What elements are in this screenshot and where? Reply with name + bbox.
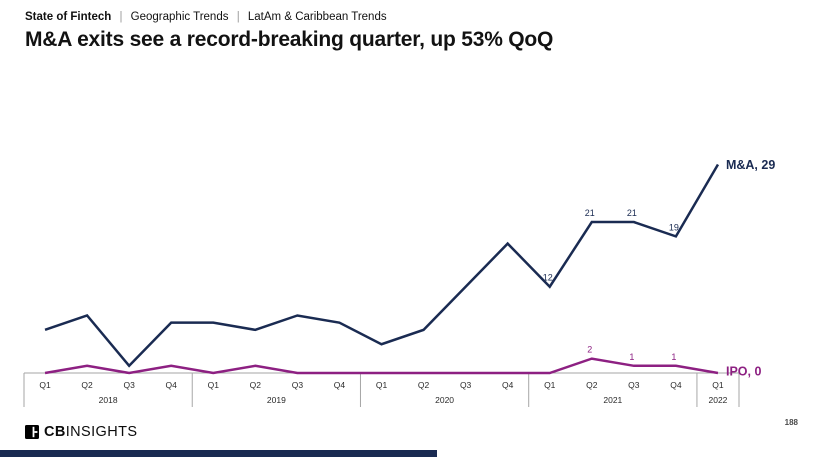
breadcrumb-section: Geographic Trends bbox=[130, 11, 229, 23]
data-point-label: 1 bbox=[671, 352, 676, 362]
quarter-tick-label: Q4 bbox=[166, 380, 178, 390]
quarter-tick-label: Q1 bbox=[39, 380, 51, 390]
breadcrumb-separator: | bbox=[236, 11, 240, 23]
data-point-label: 2 bbox=[587, 345, 592, 355]
quarter-tick-label: Q1 bbox=[208, 380, 220, 390]
cbinsights-logo: CBINSIGHTS bbox=[25, 424, 137, 440]
page-number: 188 bbox=[784, 418, 798, 427]
year-label: 2022 bbox=[709, 395, 728, 405]
ipo-line bbox=[44, 357, 719, 375]
data-point-label: 21 bbox=[585, 208, 595, 218]
quarter-tick-label: Q3 bbox=[460, 380, 472, 390]
quarter-tick-label: Q4 bbox=[502, 380, 514, 390]
year-label: 2021 bbox=[603, 395, 622, 405]
quarter-tick-label: Q3 bbox=[292, 380, 304, 390]
quarter-tick-label: Q2 bbox=[81, 380, 93, 390]
quarter-tick-label: Q4 bbox=[334, 380, 346, 390]
quarter-tick-label: Q1 bbox=[376, 380, 388, 390]
breadcrumb-subsection: LatAm & Caribbean Trends bbox=[247, 11, 387, 23]
breadcrumb-report-name: State of Fintech bbox=[25, 11, 112, 23]
quarter-tick-label: Q2 bbox=[250, 380, 262, 390]
ma-line bbox=[44, 163, 720, 368]
quarter-tick-label: Q4 bbox=[670, 380, 682, 390]
quarter-tick-label: Q2 bbox=[586, 380, 598, 390]
data-point-label: 19 bbox=[669, 222, 679, 232]
cbinsights-logo-text: CBINSIGHTS bbox=[44, 424, 137, 440]
data-point-label: 12 bbox=[543, 273, 553, 283]
quarter-tick-label: Q1 bbox=[712, 380, 724, 390]
year-label: 2018 bbox=[99, 395, 118, 405]
data-point-label: 21 bbox=[627, 208, 637, 218]
series-end-label: M&A, 29 bbox=[726, 158, 775, 172]
cbinsights-logo-icon bbox=[25, 425, 39, 439]
footer-accent-bar bbox=[0, 450, 437, 457]
year-label: 2020 bbox=[435, 395, 454, 405]
logo-text-insights: INSIGHTS bbox=[65, 424, 138, 440]
year-label: 2019 bbox=[267, 395, 286, 405]
series-end-label: IPO, 0 bbox=[726, 365, 761, 379]
breadcrumb-separator: | bbox=[119, 11, 123, 23]
quarter-tick-label: Q1 bbox=[544, 380, 556, 390]
logo-text-cb: CB bbox=[44, 424, 66, 440]
data-point-label: 1 bbox=[629, 352, 634, 362]
quarter-tick-label: Q2 bbox=[418, 380, 430, 390]
page-title: M&A exits see a record-breaking quarter,… bbox=[25, 28, 554, 51]
quarter-tick-label: Q3 bbox=[123, 380, 135, 390]
breadcrumb: State of Fintech | Geographic Trends | L… bbox=[25, 11, 387, 23]
quarter-tick-label: Q3 bbox=[628, 380, 640, 390]
